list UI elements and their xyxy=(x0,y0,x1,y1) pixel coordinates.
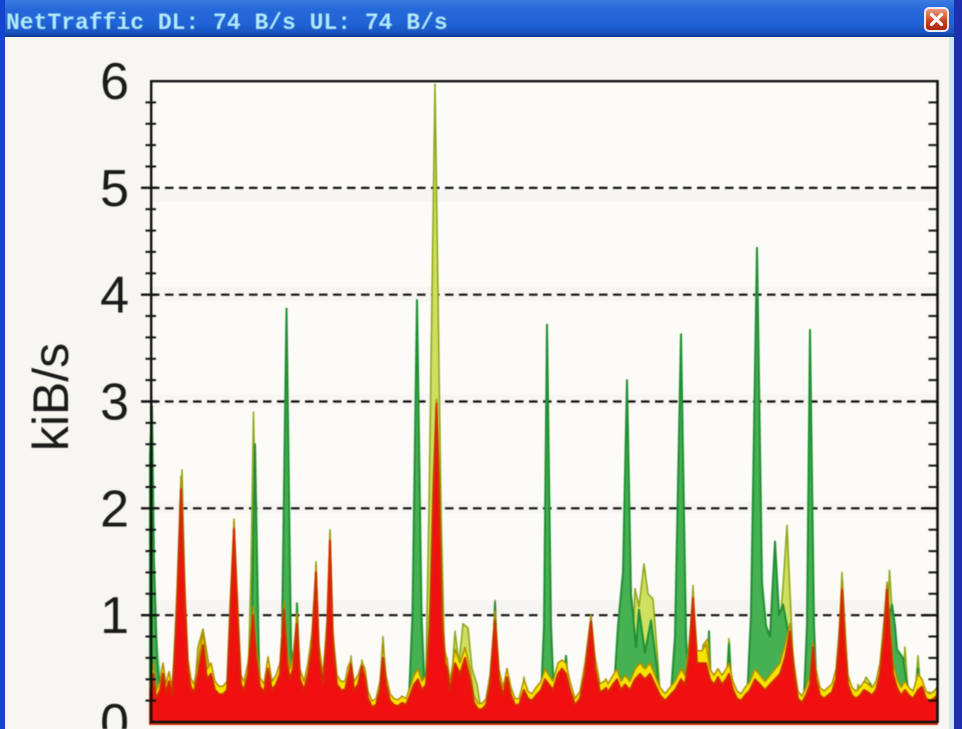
svg-text:5: 5 xyxy=(100,160,129,218)
svg-text:0: 0 xyxy=(100,694,129,729)
svg-text:2: 2 xyxy=(100,480,129,538)
svg-text:kiB/s: kiB/s xyxy=(23,343,79,451)
svg-text:3: 3 xyxy=(100,374,129,432)
svg-text:6: 6 xyxy=(100,53,129,111)
svg-text:4: 4 xyxy=(100,267,129,325)
svg-text:1: 1 xyxy=(100,587,129,645)
